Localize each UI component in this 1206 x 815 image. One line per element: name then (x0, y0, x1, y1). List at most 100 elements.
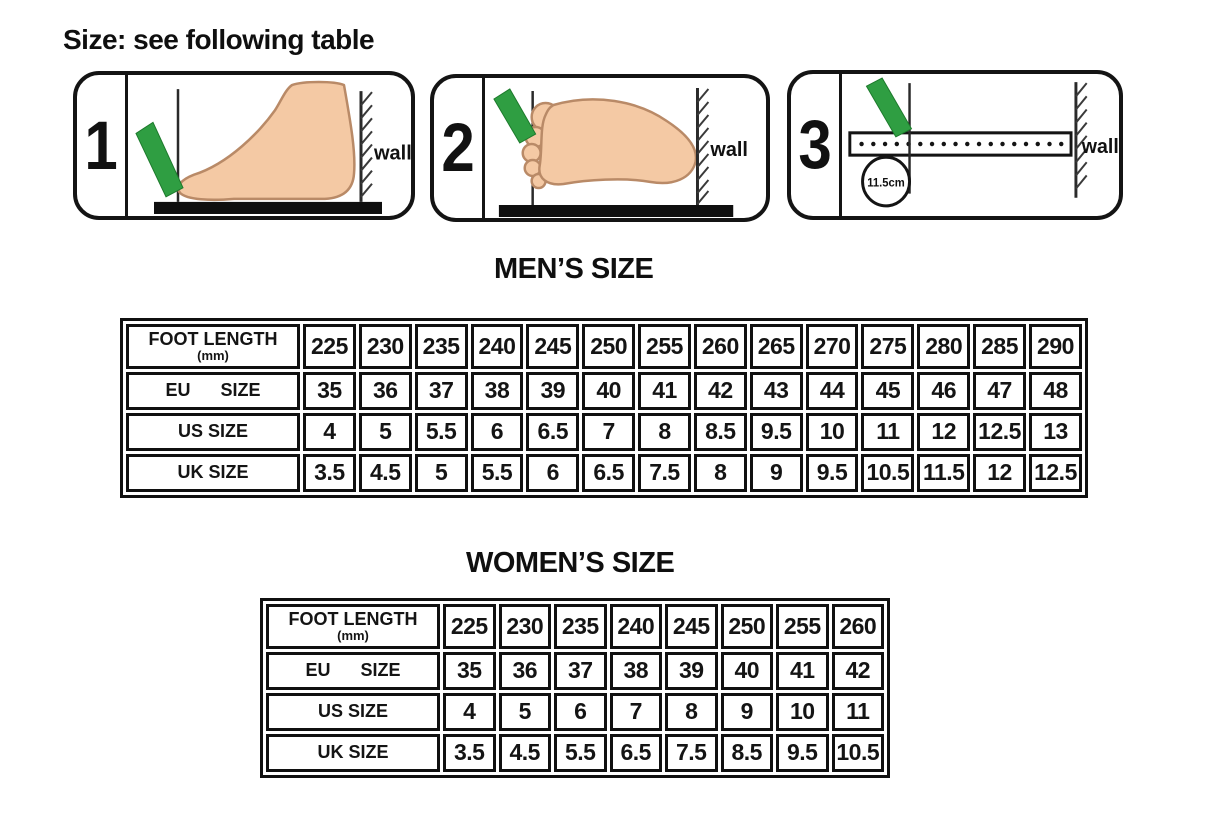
size-value-cell: 44 (805, 371, 859, 410)
size-value-cell: 5 (498, 692, 551, 731)
size-value-cell: 42 (693, 371, 747, 410)
mens-size-table-grid: FOOT LENGTH (mm) 225 230 235 240 245 250 255 260 2… (123, 321, 1085, 495)
size-value-cell: 255 (776, 604, 829, 649)
size-value-cell: 12 (917, 412, 971, 451)
green-marker-icon (865, 77, 913, 138)
size-value-cell: 230 (358, 324, 412, 369)
size-value-cell: 6 (526, 453, 580, 492)
womens-size-table: FOOT LENGTH (mm) 225 230 235 240 245 250 255 260 E… (260, 598, 890, 778)
size-value-cell: 40 (720, 651, 773, 690)
size-value-cell: 10 (805, 412, 859, 451)
foot-side-icon (177, 80, 356, 202)
size-value-cell: 47 (973, 371, 1026, 410)
size-value-cell: 9.5 (805, 453, 859, 492)
size-value-cell: 12.5 (1028, 453, 1082, 492)
row-label: UK SIZE (126, 453, 300, 492)
size-value-cell: 39 (526, 371, 580, 410)
size-value-cell: 41 (776, 651, 829, 690)
size-value-cell: 36 (358, 371, 412, 410)
foot-top-icon (538, 98, 698, 186)
measurement-value: 11.5cm (867, 177, 905, 189)
size-value-cell: 40 (582, 371, 636, 410)
size-value-cell: 6.5 (582, 453, 636, 492)
size-value-cell: 5.5 (414, 412, 468, 451)
size-value-cell: 37 (554, 651, 607, 690)
size-value-cell: 11 (831, 692, 884, 731)
step-2-number-strip: 2 (434, 78, 485, 218)
size-value-cell: 5.5 (470, 453, 524, 492)
table-row: FOOT LENGTH (mm) 225 230 235 240 245 250 255 260 2… (126, 324, 1082, 369)
table-row: EU SIZE 35 36 37 38 39 40 41 42 (266, 651, 884, 690)
wall-hatch-icon (360, 91, 373, 198)
size-value-cell: 9.5 (776, 733, 829, 772)
table-row: US SIZE 4 5 6 7 8 9 10 11 (266, 692, 884, 731)
step-2-panel: 2 (430, 74, 770, 222)
size-value-cell: 3.5 (303, 453, 356, 492)
size-value-cell: 37 (414, 371, 468, 410)
size-value-cell: 5 (414, 453, 468, 492)
step-1-panel: 1 wall (73, 71, 415, 220)
step-3-number-strip: 3 (791, 74, 842, 216)
step-1-number: 1 (84, 106, 118, 184)
size-value-cell: 290 (1028, 324, 1082, 369)
row-label: US SIZE (126, 412, 300, 451)
table-row: EU SIZE 35 36 37 38 39 40 41 42 43 44 45 46 47 48 (126, 371, 1082, 410)
ruler-measure-icon: 11.5cm wall (848, 77, 1119, 208)
size-value-cell: 230 (498, 604, 551, 649)
size-value-cell: 43 (749, 371, 803, 410)
step-1-art: wall (128, 75, 411, 216)
size-value-cell: 255 (638, 324, 691, 369)
size-value-cell: 6.5 (609, 733, 662, 772)
size-value-cell: 8 (693, 453, 747, 492)
wall-hatch-icon (696, 88, 710, 205)
size-value-cell: 13 (1028, 412, 1082, 451)
size-value-cell: 4.5 (498, 733, 551, 772)
step-3-number: 3 (798, 105, 832, 183)
row-label: UK SIZE (266, 733, 440, 772)
mens-size-table: FOOT LENGTH (mm) 225 230 235 240 245 250 255 260 2… (120, 318, 1088, 498)
size-value-cell: 9 (749, 453, 803, 492)
foot-top-measure-icon: wall (493, 88, 748, 217)
size-value-cell: 260 (831, 604, 884, 649)
row-label: EU SIZE (266, 651, 440, 690)
size-value-cell: 6 (470, 412, 524, 451)
step-3-panel: 3 11.5cm (787, 70, 1123, 220)
table-row: UK SIZE 3.5 4.5 5.5 6.5 7.5 8.5 9.5 10.5 (266, 733, 884, 772)
size-value-cell: 41 (638, 371, 691, 410)
size-value-cell: 245 (665, 604, 718, 649)
size-value-cell: 270 (805, 324, 859, 369)
size-value-cell: 3.5 (443, 733, 496, 772)
row-label: US SIZE (266, 692, 440, 731)
ruler-icon (848, 131, 1073, 157)
size-value-cell: 42 (831, 651, 884, 690)
green-marker-icon (493, 88, 537, 144)
wall-label: wall (1081, 136, 1119, 158)
size-value-cell: 4 (443, 692, 496, 731)
size-value-cell: 240 (470, 324, 524, 369)
measure-circle (861, 155, 912, 208)
size-value-cell: 46 (917, 371, 971, 410)
green-marker-icon (135, 121, 184, 198)
size-value-cell: 250 (720, 604, 773, 649)
size-value-cell: 235 (414, 324, 468, 369)
size-value-cell: 285 (973, 324, 1026, 369)
size-value-cell: 4.5 (358, 453, 412, 492)
floor-bar (498, 205, 734, 217)
table-row: UK SIZE 3.5 4.5 5 5.5 6 6.5 7.5 8 9 9.5 10.5 11.5 12 1… (126, 453, 1082, 492)
size-value-cell: 235 (554, 604, 607, 649)
foot-side-measure-icon: wall (135, 80, 411, 214)
size-value-cell: 12.5 (973, 412, 1026, 451)
size-value-cell: 35 (303, 371, 356, 410)
step-3-art: 11.5cm wall (842, 74, 1119, 216)
size-value-cell: 7.5 (638, 453, 691, 492)
size-value-cell: 250 (582, 324, 636, 369)
step-2-art: wall (485, 78, 766, 218)
size-value-cell: 11 (861, 412, 915, 451)
page-title: Size: see following table (63, 24, 375, 55)
wall-hatch-icon (1075, 82, 1088, 190)
wall-label: wall (709, 139, 747, 161)
size-value-cell: 225 (303, 324, 356, 369)
row-label: FOOT LENGTH (mm) (126, 324, 300, 369)
size-value-cell: 10.5 (861, 453, 915, 492)
size-value-cell: 245 (526, 324, 580, 369)
